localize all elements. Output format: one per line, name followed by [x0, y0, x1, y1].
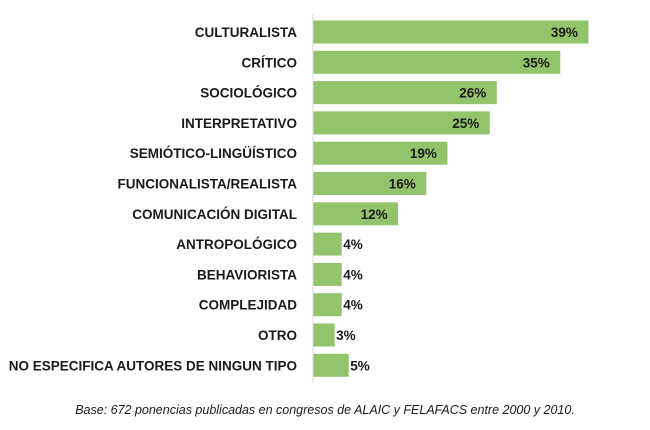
bar — [313, 50, 561, 74]
value-label: 3% — [336, 328, 356, 343]
value-label: 16% — [389, 177, 416, 192]
chart-caption: Base: 672 ponencias publicadas en congre… — [75, 403, 575, 417]
category-labels: CULTURALISTA CRÍTICO SOCIOLÓGICO INTERPRETA… — [9, 25, 298, 373]
bar — [313, 262, 342, 286]
value-label: 19% — [410, 146, 437, 161]
bar — [313, 293, 342, 317]
category-label: COMUNICACIÓN DIGITAL — [132, 207, 297, 222]
bar — [313, 323, 335, 347]
bar-chart: CULTURALISTA CRÍTICO SOCIOLÓGICO INTERPRETA… — [9, 14, 589, 384]
category-label: INTERPRETATIVO — [181, 116, 297, 131]
category-label: CRÍTICO — [242, 55, 298, 70]
bars — [313, 20, 589, 377]
category-label: COMPLEJIDAD — [199, 298, 298, 313]
category-label: NO ESPECIFICA AUTORES DE NINGUN TIPO — [9, 358, 297, 373]
category-label: OTRO — [258, 328, 297, 343]
bar — [313, 81, 497, 105]
value-label: 4% — [343, 237, 363, 252]
value-label: 26% — [459, 86, 486, 101]
category-label: SEMIÓTICO-LINGÜÍSTICO — [130, 146, 297, 161]
bar — [313, 172, 427, 195]
value-label: 25% — [452, 116, 479, 131]
value-label: 12% — [361, 207, 388, 222]
value-label: 4% — [343, 298, 363, 313]
value-label: 4% — [343, 267, 363, 282]
bar — [313, 111, 490, 135]
value-label: 39% — [551, 25, 578, 40]
bar — [313, 353, 349, 377]
value-label: 5% — [350, 358, 370, 373]
bar — [313, 20, 589, 44]
category-label: ANTROPOLÓGICO — [176, 237, 297, 252]
category-label: BEHAVIORISTA — [197, 267, 297, 282]
bar — [313, 232, 342, 256]
category-label: CULTURALISTA — [195, 25, 297, 40]
category-label: SOCIOLÓGICO — [200, 86, 297, 101]
bar — [313, 141, 448, 165]
category-label: FUNCIONALISTA/REALISTA — [118, 177, 298, 192]
value-label: 35% — [523, 55, 550, 70]
bar — [313, 202, 399, 226]
value-labels: 39%35% 26% 25% 19% 16%12% 4% 4% 4% 3% 5% — [336, 25, 578, 373]
